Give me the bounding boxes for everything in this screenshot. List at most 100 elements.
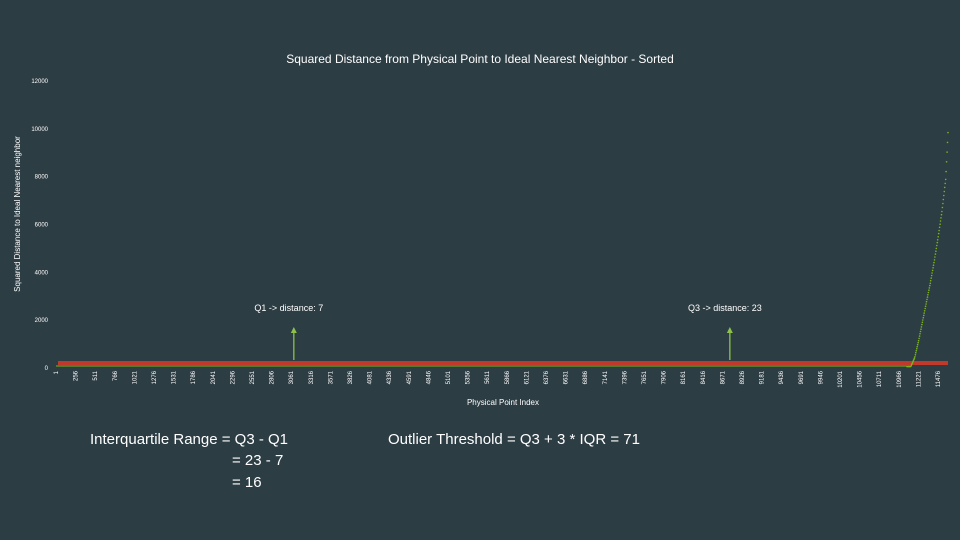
y-tick-label: 6000 — [35, 223, 49, 229]
data-point — [930, 274, 933, 277]
x-tick-label: 7141 — [603, 370, 609, 384]
data-point — [914, 356, 916, 358]
x-tick-label: 5356 — [466, 370, 472, 384]
data-point — [918, 337, 920, 340]
data-points — [56, 131, 949, 368]
x-tick-label: 11476 — [936, 370, 942, 387]
data-point — [923, 310, 926, 312]
data-point — [920, 328, 922, 331]
x-tick-label: 1021 — [132, 370, 138, 384]
data-point — [919, 333, 921, 335]
data-point — [931, 272, 933, 274]
y-tick-label: 10000 — [31, 127, 48, 133]
data-point — [924, 307, 926, 310]
x-tick-label: 8926 — [740, 370, 746, 384]
x-tick-label: 4846 — [426, 370, 432, 384]
data-point — [915, 351, 917, 354]
x-tick-label: 6376 — [544, 370, 550, 384]
data-point — [915, 349, 918, 352]
data-point — [926, 298, 928, 301]
data-point — [929, 284, 931, 287]
x-tick-label: 7906 — [662, 370, 668, 384]
data-point — [916, 343, 919, 346]
data-point — [916, 345, 918, 348]
chart-title: Squared Distance from Physical Point to … — [286, 52, 674, 66]
data-point — [934, 253, 937, 255]
y-tick-label: 2000 — [35, 318, 49, 324]
data-point — [938, 229, 940, 232]
x-tick-label: 3316 — [309, 370, 315, 384]
data-point — [921, 321, 924, 324]
data-point — [938, 226, 941, 229]
data-point — [944, 178, 947, 181]
data-point — [940, 213, 943, 216]
data-point — [937, 236, 939, 238]
data-point — [936, 244, 938, 247]
x-tick-label: 4591 — [407, 370, 413, 384]
x-tick-label: 11221 — [916, 370, 922, 387]
iqr-formula: Interquartile Range = Q3 - Q1 — [90, 431, 289, 448]
data-point — [919, 330, 922, 333]
data-point — [932, 264, 935, 267]
data-point — [933, 261, 935, 264]
data-point — [913, 357, 916, 360]
data-point — [936, 239, 939, 241]
x-tick-label: 9946 — [818, 370, 824, 384]
data-point — [942, 198, 945, 201]
x-tick-label: 5611 — [485, 370, 491, 384]
x-tick-label: 4081 — [368, 370, 374, 384]
x-tick-label: 1531 — [172, 370, 178, 384]
annotation-label: Q1 -> distance: 7 — [254, 303, 323, 313]
x-tick-label: 9181 — [760, 370, 766, 384]
y-tick-label: 12000 — [31, 79, 48, 85]
data-point — [940, 217, 942, 219]
data-point — [942, 202, 944, 205]
x-tick-label: 1786 — [191, 370, 197, 384]
x-tick-label: 256 — [74, 370, 80, 381]
data-point — [927, 294, 929, 296]
x-tick-label: 3061 — [289, 370, 295, 384]
data-point — [922, 319, 924, 321]
data-point — [934, 256, 936, 258]
x-tick-label: 10966 — [897, 370, 903, 387]
data-point — [941, 206, 944, 209]
data-point — [931, 269, 934, 272]
data-point — [941, 210, 943, 213]
x-tick-label: 3826 — [348, 370, 354, 384]
data-point — [930, 277, 932, 279]
y-tick-label: 8000 — [35, 175, 49, 181]
y-tick-label: 0 — [45, 366, 49, 372]
data-point — [935, 250, 937, 252]
data-point — [947, 131, 949, 134]
x-tick-label: 8416 — [701, 370, 707, 384]
x-tick-label: 9436 — [779, 370, 785, 384]
annotation-arrowhead — [290, 327, 297, 333]
x-tick-label: 511 — [93, 370, 99, 380]
x-tick-labels: 1 256 511 766 1021 1276 1531 1786 2041 2296 2551 28… — [54, 370, 942, 387]
data-point — [945, 170, 947, 173]
y-axis-label: Squared Distance to Ideal Nearest neighb… — [13, 136, 22, 292]
annotations: Q1 -> distance: 7 Q3 -> distance: 23 — [254, 303, 762, 360]
x-tick-label: 1276 — [152, 370, 158, 384]
data-point — [943, 194, 945, 197]
data-point — [935, 247, 938, 250]
x-tick-label: 2296 — [230, 370, 236, 384]
data-point — [928, 289, 930, 292]
x-tick-label: 5101 — [446, 370, 452, 384]
x-tick-label: 8161 — [681, 370, 687, 384]
iqr-result: = 16 — [232, 474, 262, 491]
data-point — [944, 182, 946, 185]
data-point — [939, 220, 942, 222]
x-tick-label: 6631 — [564, 370, 570, 384]
x-tick-label: 8671 — [720, 370, 726, 384]
data-point — [925, 303, 927, 305]
x-tick-label: 2806 — [270, 370, 276, 384]
data-point — [945, 161, 948, 163]
data-point — [943, 190, 946, 193]
data-point — [929, 279, 932, 282]
data-point — [939, 223, 941, 225]
data-point — [923, 314, 925, 317]
y-tick-label: 4000 — [35, 270, 49, 276]
data-point — [923, 312, 925, 314]
